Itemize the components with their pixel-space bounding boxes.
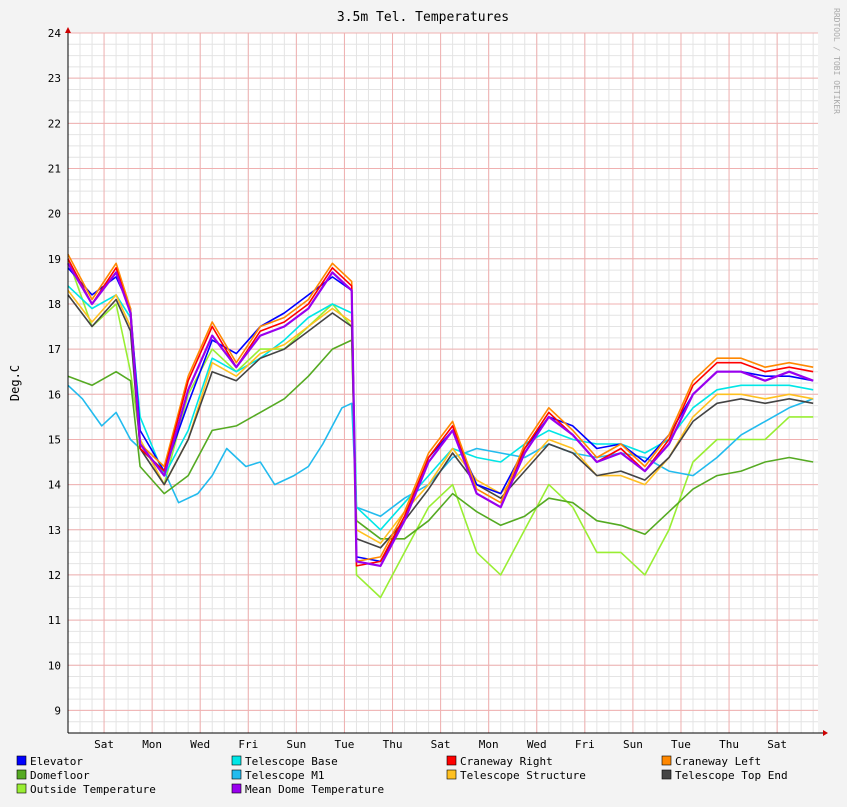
legend-swatch [231, 755, 242, 766]
y-tick-label: 15 [48, 433, 61, 446]
legend-label: Mean Dome Temperature [245, 783, 384, 796]
y-tick-label: 11 [48, 614, 61, 627]
y-tick-label: 18 [48, 298, 61, 311]
legend-label: Craneway Left [675, 755, 761, 768]
series-layer [67, 253, 814, 599]
y-tick-label: 17 [48, 343, 61, 356]
legend-label: Elevator [30, 755, 83, 768]
y-tick-label: 16 [48, 388, 61, 401]
chart-title: 3.5m Tel. Temperatures [337, 10, 509, 25]
legend-label: Telescope Structure [460, 769, 586, 782]
y-axis-arrow [65, 27, 71, 33]
x-tick-label: Sun [623, 738, 643, 751]
x-tick-label: Mon [142, 738, 162, 751]
x-axis-arrow [823, 730, 828, 736]
legend-label: Outside Temperature [30, 783, 156, 796]
y-tick-labels: 9 10 11 12 13 14 15 16 17 18 19 20 21 22 23 24 [48, 27, 62, 717]
watermark: RRDTOOL / TOBI OETIKER [832, 8, 841, 114]
x-tick-label: Tue [335, 738, 355, 751]
series-line-telescope-top-end [67, 294, 814, 549]
legend-swatch [16, 755, 27, 766]
x-tick-label: Mon [479, 738, 499, 751]
y-tick-label: 20 [48, 208, 61, 221]
legend-swatch [231, 783, 242, 794]
x-tick-label: Fri [575, 738, 595, 751]
y-tick-label: 9 [54, 704, 61, 717]
x-tick-labels: Sat Mon Wed Fri Sun Tue Thu Sat Mon Wed Fri Sun Tue T… [94, 738, 787, 751]
axes [65, 27, 828, 736]
y-tick-label: 24 [48, 27, 62, 40]
y-tick-label: 13 [48, 524, 61, 537]
series-line-domefloor [67, 339, 814, 540]
legend-swatch [446, 769, 457, 780]
y-tick-label: 23 [48, 72, 61, 85]
legend: Elevator Telescope Base Craneway Right Cran… [16, 755, 788, 796]
x-tick-label: Thu [719, 738, 739, 751]
y-tick-label: 21 [48, 162, 61, 175]
y-tick-label: 14 [48, 479, 62, 492]
y-tick-label: 10 [48, 659, 61, 672]
legend-swatch [16, 783, 27, 794]
x-tick-label: Fri [238, 738, 258, 751]
legend-label: Telescope Base [245, 755, 338, 768]
x-tick-label: Sat [431, 738, 451, 751]
x-tick-label: Thu [383, 738, 403, 751]
series-line-craneway-right [67, 258, 814, 567]
x-tick-label: Wed [190, 738, 210, 751]
x-tick-label: Tue [671, 738, 691, 751]
series-line-mean-dome-temperature [67, 262, 814, 568]
y-tick-label: 22 [48, 117, 61, 130]
x-tick-label: Sat [94, 738, 114, 751]
legend-label: Domefloor [30, 769, 90, 782]
legend-swatch [661, 769, 672, 780]
x-tick-label: Wed [527, 738, 547, 751]
legend-label: Telescope M1 [245, 769, 324, 782]
legend-label: Telescope Top End [675, 769, 788, 782]
legend-swatch [231, 769, 242, 780]
y-axis-label: Deg.C [8, 365, 22, 401]
series-line-craneway-left [67, 253, 814, 563]
x-tick-label: Sat [767, 738, 787, 751]
legend-swatch [16, 769, 27, 780]
legend-swatch [661, 755, 672, 766]
y-tick-label: 19 [48, 253, 61, 266]
legend-label: Craneway Right [460, 755, 553, 768]
x-tick-label: Sun [286, 738, 306, 751]
legend-swatch [446, 755, 457, 766]
y-tick-label: 12 [48, 569, 61, 582]
